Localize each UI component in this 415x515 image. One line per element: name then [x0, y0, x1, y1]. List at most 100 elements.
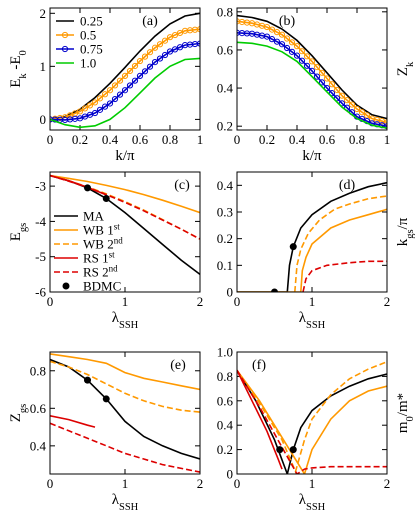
- data-marker: [171, 31, 179, 39]
- x-tick-label: 0.4: [102, 132, 119, 147]
- plot-frame: [236, 351, 388, 475]
- x-axis-label: λSSH: [299, 310, 326, 331]
- x-tick-label: 0.2: [72, 132, 88, 147]
- data-marker: [338, 100, 346, 107]
- series-4: [271, 243, 297, 292]
- series-line: [294, 195, 387, 292]
- x-tick-label: 0.4: [289, 132, 306, 147]
- series-line: [50, 57, 200, 129]
- data-marker: [141, 68, 149, 75]
- series-WB-1st: [50, 174, 200, 214]
- legend-label: WB 2nd: [83, 236, 123, 252]
- x-tick-label: 1: [309, 294, 316, 309]
- x-tick-label: 0.8: [162, 132, 178, 147]
- series-line: [50, 12, 200, 121]
- y-tick-label: 0.4: [217, 178, 234, 193]
- series-3: [237, 369, 283, 470]
- series-line: [50, 360, 200, 413]
- data-marker: [288, 48, 296, 55]
- data-marker: [308, 67, 316, 75]
- data-marker: [166, 34, 174, 41]
- data-marker: [176, 44, 184, 51]
- series-line: [237, 369, 283, 470]
- data-marker: [76, 108, 84, 115]
- x-tick-label: 0: [47, 294, 54, 309]
- panel-label: (c): [174, 178, 190, 193]
- panel-c: 0 1 2 -6 -5 -4 -3 (c) λSSH Egs: [8, 171, 203, 331]
- data-marker: [91, 99, 99, 106]
- x-tick-label: 0: [47, 132, 54, 147]
- series-3: [50, 415, 96, 428]
- data-marker: [303, 62, 311, 69]
- data-marker: [328, 81, 336, 88]
- series-BDMC: [84, 184, 110, 202]
- data-marker: [106, 87, 114, 94]
- y-tick-label: 0.8: [217, 369, 233, 384]
- plot-frame: [236, 7, 388, 131]
- x-tick-label: 1: [384, 132, 391, 147]
- data-marker: [318, 69, 326, 76]
- series-line: [50, 353, 200, 391]
- x-tick-label: 0.2: [259, 132, 275, 147]
- y-axis-label: Zk: [395, 61, 415, 76]
- plot-frame: [236, 171, 388, 293]
- legend-marker: [61, 31, 69, 39]
- plot-frame: [49, 351, 201, 475]
- x-tick-label: 0: [47, 476, 54, 491]
- y-tick-label: 1.0: [217, 345, 233, 360]
- x-tick-label: 2: [197, 476, 204, 491]
- series-2: [294, 195, 387, 292]
- y-tick-label: 2: [40, 6, 47, 21]
- series-0: [237, 369, 387, 474]
- data-marker: [263, 23, 271, 31]
- series-0: [50, 358, 200, 460]
- data-marker: [348, 101, 356, 108]
- x-tick-label: 2: [384, 476, 391, 491]
- data-marker: [166, 48, 174, 55]
- panel-label: (d): [339, 178, 356, 193]
- x-tick-label: 1: [122, 476, 129, 491]
- data-marker: [131, 62, 139, 70]
- data-marker: [156, 55, 164, 62]
- series-4: [50, 422, 200, 473]
- data-marker: [278, 41, 286, 48]
- series-line: [50, 28, 200, 121]
- series-line: [50, 358, 200, 460]
- bdmc-point: [84, 376, 91, 384]
- y-tick-label: -3: [35, 179, 46, 194]
- y-tick-label: 0.2: [217, 442, 233, 457]
- series-0-5: [50, 26, 200, 123]
- data-marker: [328, 90, 336, 97]
- series-line: [50, 42, 200, 121]
- y-tick-label: 0.4: [217, 81, 234, 96]
- y-tick-label: 0.4: [217, 418, 234, 433]
- series-line: [50, 422, 200, 473]
- x-axis-label: k/π: [302, 148, 322, 164]
- series-line: [50, 174, 200, 240]
- data-marker: [318, 79, 326, 86]
- series-0-75: [50, 40, 200, 124]
- legend-label: BDMC: [83, 279, 121, 294]
- data-marker: [278, 31, 286, 38]
- data-marker: [343, 97, 351, 104]
- x-tick-label: 0.6: [132, 132, 149, 147]
- legend-label: WB 1st: [83, 222, 120, 238]
- bdmc-point: [276, 446, 284, 454]
- data-marker: [268, 26, 276, 33]
- data-marker: [176, 29, 184, 37]
- x-axis-label: λSSH: [112, 310, 139, 331]
- series-5: [276, 446, 297, 454]
- data-marker: [116, 77, 124, 84]
- legend-a: 0.250.50.751.0: [56, 14, 103, 71]
- x-axis-label: k/π: [115, 148, 135, 164]
- series-0: [237, 14, 387, 120]
- series-1: [237, 18, 387, 126]
- panel-f: 0 1 2 0 0.2 0.4 0.6 0.8 1.0 (f) λSSH m0/m*: [217, 345, 415, 513]
- data-marker: [298, 48, 306, 55]
- data-marker: [86, 102, 94, 109]
- series-line: [237, 208, 387, 292]
- panel-a: 0 0.2 0.4 0.6 0.8 1 0 1 2 (a) k/π Ek -E0: [8, 6, 203, 164]
- y-tick-label: 0.3: [217, 205, 233, 220]
- data-marker: [111, 95, 119, 103]
